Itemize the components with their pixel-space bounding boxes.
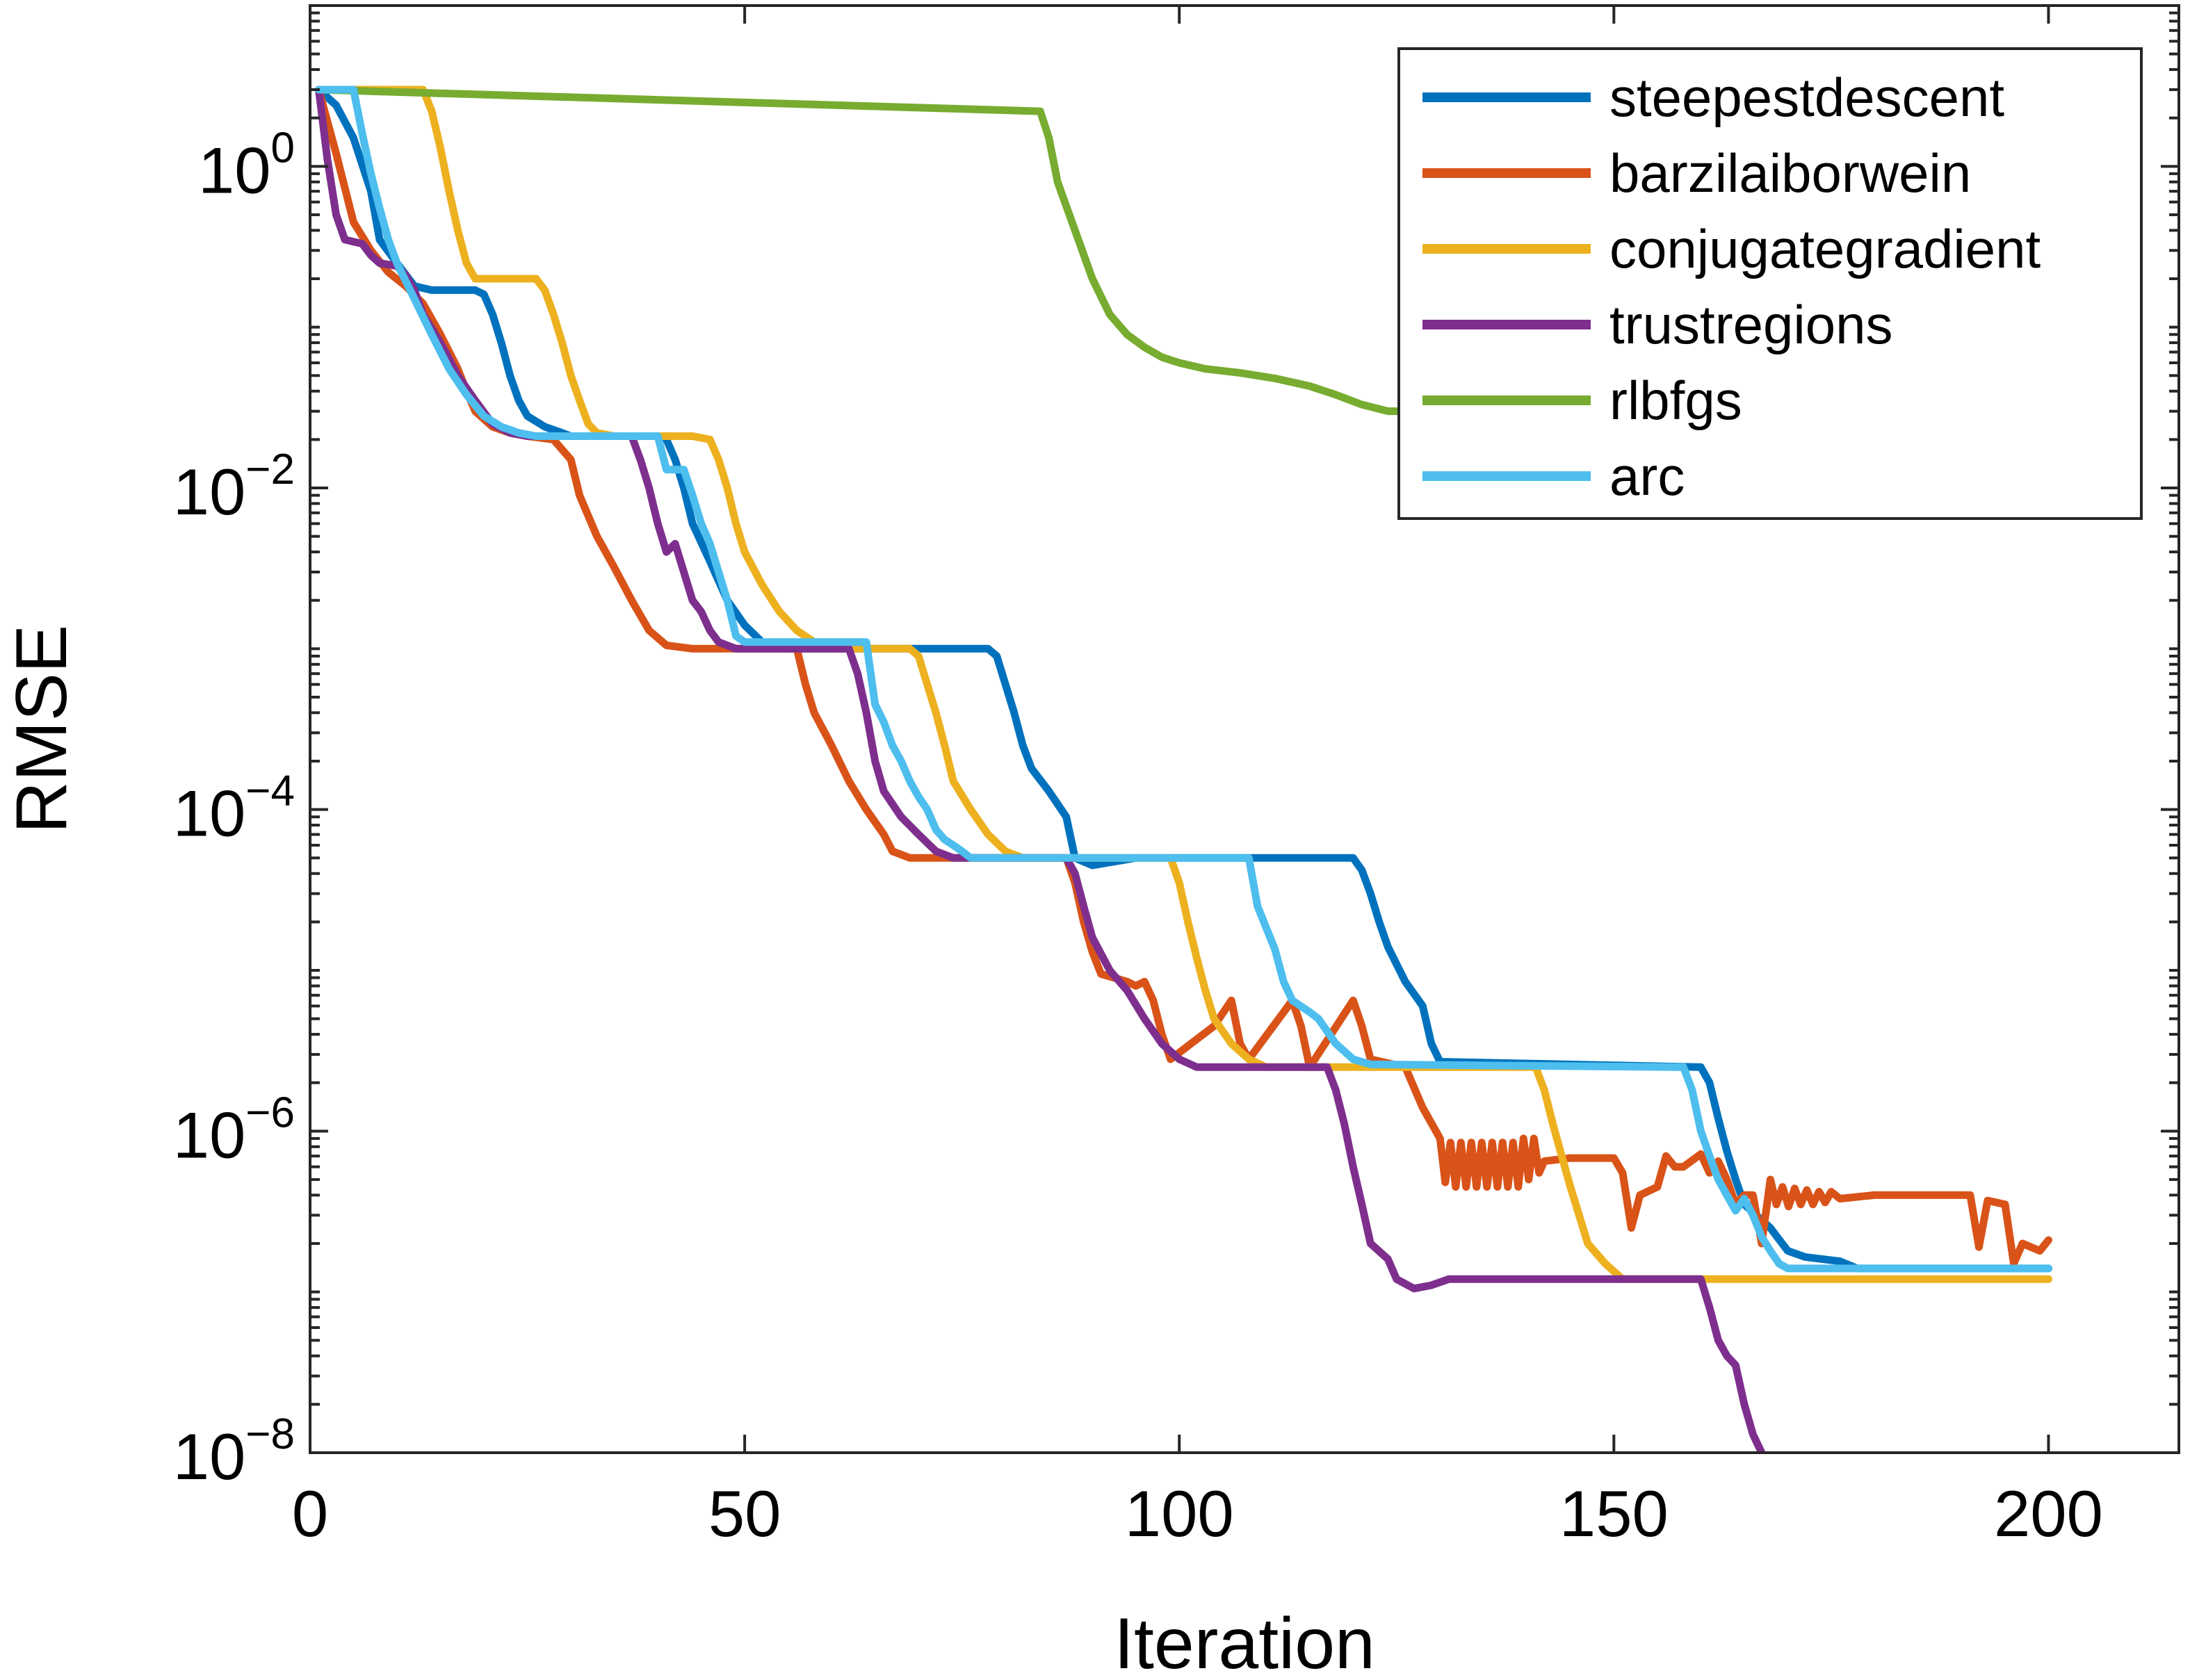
legend-box [1397, 47, 2143, 520]
legend-label-conjugategradient: conjugategradient [1609, 218, 2041, 279]
series-line-barzilaiborwein [315, 85, 2052, 1268]
y-tick-label: 10−2 [173, 446, 295, 528]
x-tick-label: 150 [1559, 1477, 1669, 1550]
legend: steepestdescent barzilaiborwein conjugateg… [1397, 47, 2143, 520]
y-axis-title: RMSE [1, 625, 82, 833]
y-tick-label: 10−4 [173, 767, 295, 850]
x-tick-label: 50 [708, 1477, 781, 1550]
y-tick-label: 10−8 [173, 1410, 295, 1493]
x-axis-title: Iteration [1114, 1604, 1375, 1680]
legend-label-steepestdescent: steepestdescent [1609, 67, 2004, 128]
legend-label-rlbfgs: rlbfgs [1609, 370, 1742, 431]
legend-label-trustregions: trustregions [1609, 294, 1893, 355]
legend-label-barzilaiborwein: barzilaiborwein [1609, 142, 1971, 204]
legend-label-arc: arc [1609, 446, 1685, 507]
series-line-arc [315, 85, 2052, 1273]
y-tick-labels: 10−8 10−6 10−4 10−2 100 [173, 124, 295, 1493]
series-line-trustregions [315, 85, 1766, 1453]
x-tick-label: 100 [1125, 1477, 1234, 1550]
x-tick-label: 200 [1994, 1477, 2103, 1550]
series-line-steepestdescent [315, 85, 2052, 1273]
x-tick-labels: 0 50 100 150 200 [292, 1477, 2103, 1550]
series-line-rlbfgs [315, 85, 1409, 416]
y-tick-label: 100 [198, 124, 295, 206]
x-tick-label: 0 [292, 1477, 328, 1550]
y-tick-label: 10−6 [173, 1088, 295, 1171]
axis-ticks [309, 6, 2179, 1454]
plot-frame [309, 4, 2180, 1454]
series-lines [315, 85, 2052, 1453]
